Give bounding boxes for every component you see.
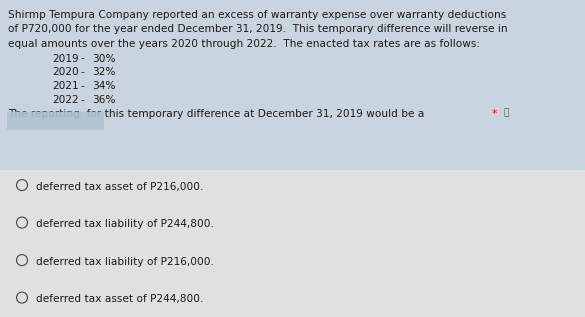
- Text: 2020: 2020: [52, 67, 79, 77]
- Text: ⎘: ⎘: [504, 109, 510, 118]
- Text: 32%: 32%: [92, 67, 115, 77]
- FancyBboxPatch shape: [7, 112, 104, 130]
- Text: 36%: 36%: [92, 95, 115, 105]
- Text: deferred tax liability of P244,800.: deferred tax liability of P244,800.: [36, 219, 214, 229]
- Text: *: *: [492, 109, 497, 119]
- Text: -: -: [80, 54, 84, 63]
- Text: 2019: 2019: [52, 54, 78, 63]
- Text: Shirmp Tempura Company reported an excess of warranty expense over warranty dedu: Shirmp Tempura Company reported an exces…: [8, 10, 506, 20]
- Text: deferred tax asset of P216,000.: deferred tax asset of P216,000.: [36, 182, 204, 191]
- Text: of P720,000 for the year ended December 31, 2019.  This temporary difference wil: of P720,000 for the year ended December …: [8, 24, 508, 35]
- Text: -: -: [80, 67, 84, 77]
- Text: -: -: [80, 95, 84, 105]
- Text: equal amounts over the years 2020 through 2022.  The enacted tax rates are as fo: equal amounts over the years 2020 throug…: [8, 39, 480, 49]
- Text: deferred tax asset of P244,800.: deferred tax asset of P244,800.: [36, 294, 204, 304]
- Text: 34%: 34%: [92, 81, 115, 91]
- FancyBboxPatch shape: [0, 0, 585, 170]
- Text: 2022: 2022: [52, 95, 78, 105]
- Text: The reporting  for this temporary difference at December 31, 2019 would be a: The reporting for this temporary differe…: [8, 109, 424, 119]
- Text: 2021: 2021: [52, 81, 78, 91]
- Text: 30%: 30%: [92, 54, 116, 63]
- Text: -: -: [80, 81, 84, 91]
- Text: deferred tax liability of P216,000.: deferred tax liability of P216,000.: [36, 256, 214, 267]
